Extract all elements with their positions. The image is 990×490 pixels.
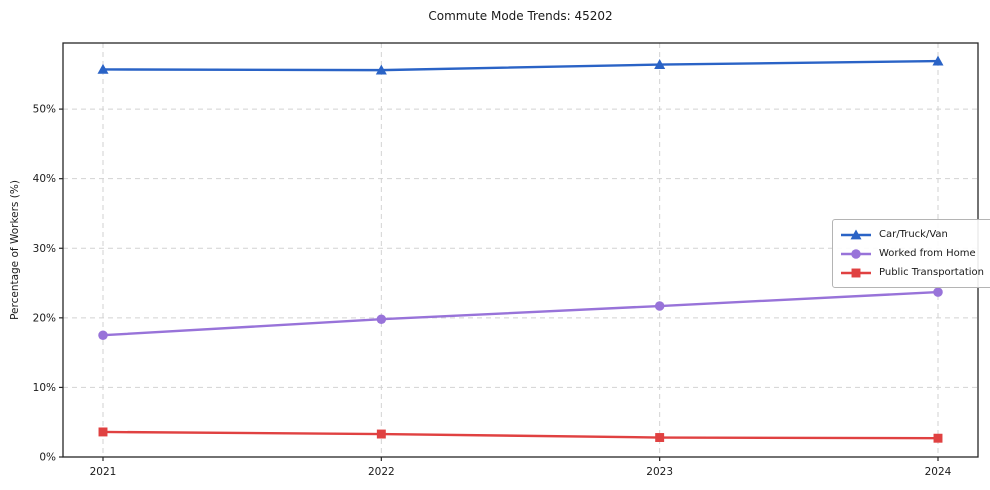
- series-worked-from-home: [98, 287, 943, 340]
- y-tick-label: 10%: [33, 382, 56, 394]
- data-point-marker: [933, 287, 943, 297]
- x-tick-label: 2024: [925, 466, 952, 478]
- legend-line-sample: [841, 268, 871, 277]
- legend: Car/Truck/Van Worked from Home Public Tran…: [832, 219, 990, 288]
- x-tick-label: 2022: [368, 466, 395, 478]
- data-point-marker: [654, 301, 665, 311]
- data-point-marker: [933, 433, 943, 443]
- series-line: [101, 59, 940, 72]
- data-point-marker: [98, 330, 108, 340]
- data-point-marker: [98, 427, 108, 437]
- chart-title: Commute Mode Trends: 45202: [428, 9, 613, 23]
- x-tick-label: 2023: [646, 466, 673, 478]
- series-line: [101, 290, 940, 337]
- data-point-marker: [375, 64, 387, 75]
- series-public-transportation: [98, 427, 943, 443]
- axis-ticks: 0% 10% 20% 30% 40% 50% 2021 2022 2023 2024: [33, 104, 952, 478]
- data-point-marker: [655, 433, 665, 442]
- y-tick-label: 30%: [33, 243, 56, 255]
- x-tick-label: 2021: [90, 466, 117, 478]
- legend-item: Car/Truck/Van: [840, 225, 984, 244]
- series-car-truck-van: [97, 55, 944, 75]
- legend-item: Public Transportation: [840, 263, 984, 282]
- data-point-marker: [376, 429, 386, 439]
- legend-item: Worked from Home: [840, 244, 984, 263]
- y-tick-label: 40%: [33, 173, 56, 185]
- y-tick-label: 50%: [33, 104, 56, 116]
- legend-label: Car/Truck/Van: [879, 229, 948, 240]
- data-point-marker: [376, 314, 387, 324]
- series-line: [101, 430, 940, 440]
- legend-label: Worked from Home: [879, 248, 976, 259]
- data-point-marker: [97, 63, 109, 74]
- legend-line-sample: [841, 228, 871, 239]
- triangle-marker-icon: [850, 228, 862, 239]
- square-marker-icon: [851, 268, 861, 277]
- legend-line-sample: [841, 248, 871, 259]
- data-point-marker: [932, 55, 944, 66]
- y-tick-label: 0%: [39, 452, 56, 464]
- y-tick-label: 20%: [33, 312, 56, 324]
- legend-label: Public Transportation: [879, 267, 984, 278]
- data-point-marker: [654, 59, 666, 69]
- circle-marker-icon: [851, 248, 861, 259]
